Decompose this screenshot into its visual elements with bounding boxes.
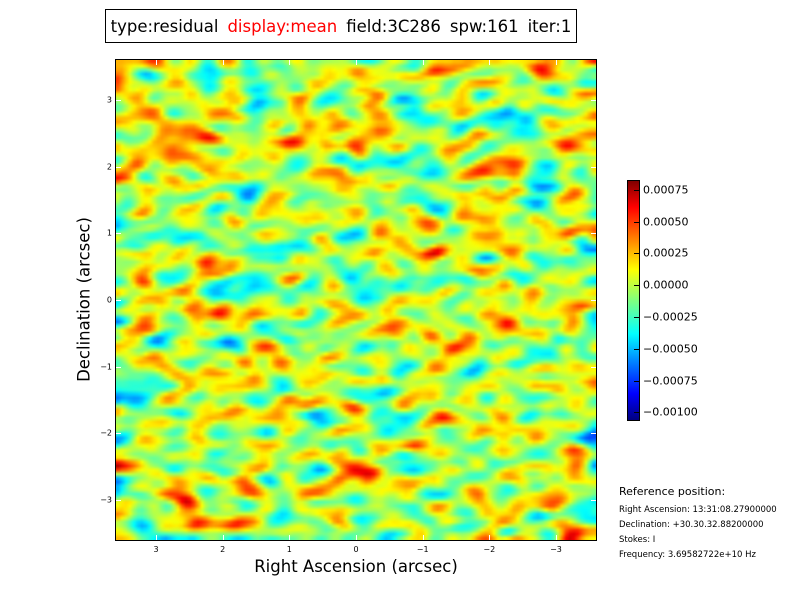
residual-heatmap[interactable] xyxy=(116,60,596,540)
x-tick-mark xyxy=(489,535,491,540)
x-tick-mark xyxy=(356,535,357,540)
reference-heading: Reference position: xyxy=(619,485,726,498)
reference-ra: Right Ascension: 13:31:08.27900000 xyxy=(619,505,777,515)
x-tick-mark xyxy=(556,60,557,65)
y-tick-label: −1 xyxy=(100,362,112,372)
y-tick-label: 1 xyxy=(106,228,112,238)
colorbar-tick-mark xyxy=(634,317,639,319)
colorbar-tick-mark xyxy=(634,221,639,223)
y-tick-mark xyxy=(116,500,121,501)
y-tick-mark xyxy=(591,100,596,101)
y-tick-label: 3 xyxy=(106,95,112,105)
y-tick-mark xyxy=(116,433,121,435)
title-iter: iter:1 xyxy=(527,16,572,36)
y-tick-mark xyxy=(591,300,596,301)
colorbar-tick-label: −0.00050 xyxy=(643,342,698,356)
y-tick-label: −3 xyxy=(100,495,112,505)
x-tick-mark xyxy=(222,535,224,540)
x-axis-label: Right Ascension (arcsec) xyxy=(254,557,458,576)
y-tick-mark xyxy=(591,166,596,168)
reference-frequency: Frequency: 3.69582722e+10 Hz xyxy=(619,550,756,560)
x-tick-label: −3 xyxy=(550,545,562,554)
y-tick-mark xyxy=(116,233,121,235)
colorbar xyxy=(627,180,640,421)
y-tick-mark xyxy=(116,366,121,368)
x-tick-label: 1 xyxy=(286,545,292,554)
x-tick-mark xyxy=(289,60,291,65)
colorbar-tick-label: −0.00100 xyxy=(643,405,698,419)
colorbar-tick-mark xyxy=(634,285,639,287)
y-tick-label: 2 xyxy=(106,162,112,172)
x-tick-label: 0 xyxy=(353,545,359,554)
y-tick-mark xyxy=(116,166,121,168)
y-axis-label: Declination (arcsec) xyxy=(74,217,94,382)
reference-dec: Declination: +30.30.32.88200000 xyxy=(619,520,764,530)
title-type: type:residual xyxy=(110,16,219,36)
colorbar-tick-label: −0.00025 xyxy=(643,310,698,324)
colorbar-tick-mark xyxy=(634,412,639,414)
y-tick-mark xyxy=(591,366,596,368)
y-tick-mark xyxy=(116,100,121,101)
y-tick-mark xyxy=(591,433,596,435)
y-tick-label: 0 xyxy=(106,295,112,305)
x-tick-label: −2 xyxy=(483,545,496,554)
colorbar-tick-label: 0.00050 xyxy=(643,215,689,229)
y-tick-label: −2 xyxy=(100,428,112,438)
colorbar-tick-mark xyxy=(634,348,639,350)
x-tick-mark xyxy=(422,60,424,65)
colorbar-tick-label: 0.00075 xyxy=(643,183,689,197)
reference-position-panel: Reference position: Right Ascension: 13:… xyxy=(619,485,777,563)
x-tick-mark xyxy=(356,60,357,65)
plot-title-box: type:residual display:mean field:3C286 s… xyxy=(105,9,577,43)
x-tick-label: −1 xyxy=(416,545,429,554)
x-tick-mark xyxy=(556,535,557,540)
colorbar-tick-label: −0.00075 xyxy=(643,374,698,388)
y-tick-mark xyxy=(591,233,596,235)
title-display: display:mean xyxy=(227,16,338,36)
x-tick-mark xyxy=(222,60,224,65)
colorbar-tick-mark xyxy=(634,253,639,255)
x-tick-label: 2 xyxy=(220,545,226,554)
title-field: field:3C286 xyxy=(346,16,441,36)
x-tick-label: 3 xyxy=(153,545,159,554)
colorbar-tick-label: 0.00000 xyxy=(643,278,689,292)
title-spw: spw:161 xyxy=(449,16,519,36)
y-tick-mark xyxy=(591,500,596,501)
x-tick-mark xyxy=(156,535,157,540)
y-tick-mark xyxy=(116,300,121,301)
colorbar-tick-mark xyxy=(634,380,639,382)
reference-stokes: Stokes: I xyxy=(619,535,656,545)
x-tick-mark xyxy=(489,60,491,65)
colorbar-tick-mark xyxy=(634,189,639,191)
x-tick-mark xyxy=(289,535,291,540)
image-plot-area[interactable] xyxy=(115,59,597,541)
x-tick-mark xyxy=(156,60,157,65)
colorbar-tick-label: 0.00025 xyxy=(643,246,689,260)
x-tick-mark xyxy=(422,535,424,540)
